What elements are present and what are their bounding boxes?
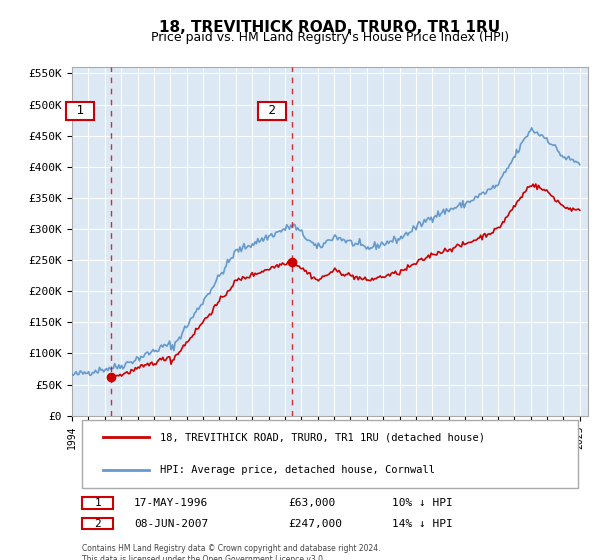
FancyBboxPatch shape xyxy=(82,518,113,529)
Text: 1: 1 xyxy=(94,498,101,508)
FancyBboxPatch shape xyxy=(82,497,113,509)
Text: 10% ↓ HPI: 10% ↓ HPI xyxy=(392,498,452,508)
Text: 2: 2 xyxy=(260,104,283,117)
Text: 08-JUN-2007: 08-JUN-2007 xyxy=(134,519,208,529)
Text: 2: 2 xyxy=(94,519,101,529)
Text: 1: 1 xyxy=(69,104,91,117)
Text: £63,000: £63,000 xyxy=(289,498,336,508)
Text: 14% ↓ HPI: 14% ↓ HPI xyxy=(392,519,452,529)
Text: Price paid vs. HM Land Registry's House Price Index (HPI): Price paid vs. HM Land Registry's House … xyxy=(151,31,509,44)
Text: HPI: Average price, detached house, Cornwall: HPI: Average price, detached house, Corn… xyxy=(160,465,435,475)
Text: 17-MAY-1996: 17-MAY-1996 xyxy=(134,498,208,508)
FancyBboxPatch shape xyxy=(82,419,578,488)
Text: 18, TREVITHICK ROAD, TRURO, TR1 1RU: 18, TREVITHICK ROAD, TRURO, TR1 1RU xyxy=(160,20,500,35)
Text: Contains HM Land Registry data © Crown copyright and database right 2024.
This d: Contains HM Land Registry data © Crown c… xyxy=(82,544,381,560)
Text: 18, TREVITHICK ROAD, TRURO, TR1 1RU (detached house): 18, TREVITHICK ROAD, TRURO, TR1 1RU (det… xyxy=(160,432,485,442)
Text: £247,000: £247,000 xyxy=(289,519,343,529)
